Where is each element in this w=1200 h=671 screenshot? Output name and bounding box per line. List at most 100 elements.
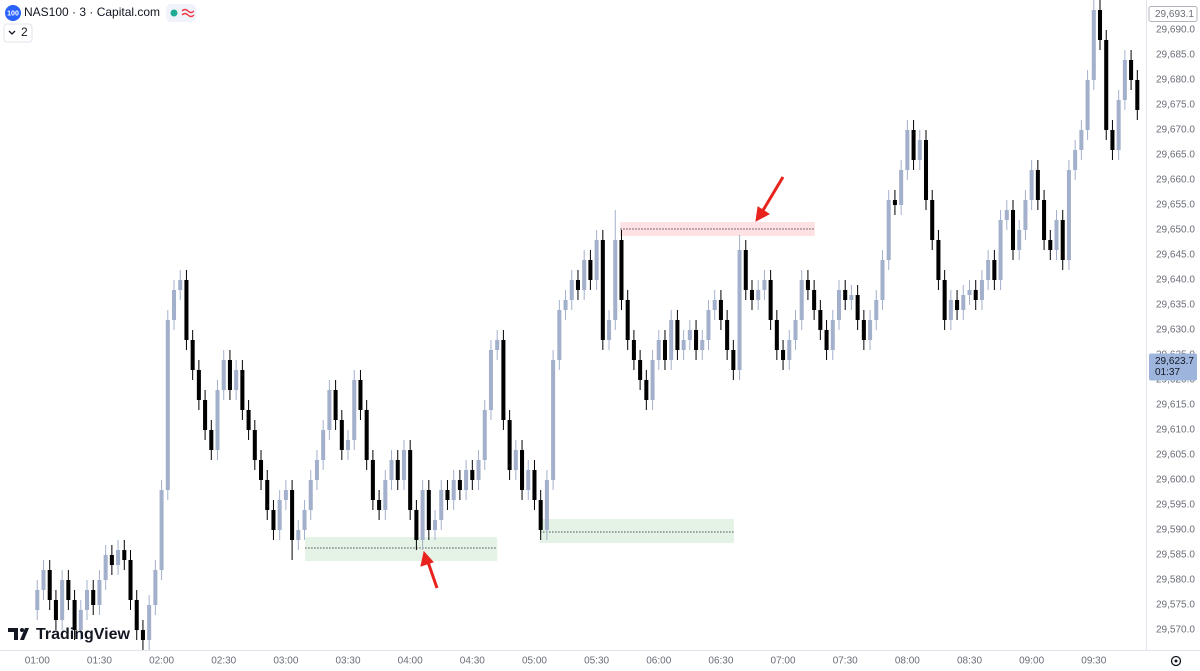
candle-body — [426, 490, 431, 530]
candle-body — [401, 450, 406, 480]
candle-body — [283, 490, 288, 500]
candle-body — [743, 250, 748, 290]
candle-body — [35, 590, 40, 610]
candle-body — [513, 450, 518, 470]
candle-body — [501, 340, 506, 420]
candle-body — [861, 320, 866, 340]
candle-body — [308, 480, 313, 510]
candle-body — [78, 610, 83, 630]
plot-area — [35, 0, 1140, 650]
candle-body — [296, 530, 301, 540]
candle-body — [314, 460, 319, 480]
candle-body — [768, 280, 773, 320]
indicators-toggle[interactable] — [3, 23, 33, 43]
candle-body — [1085, 80, 1090, 130]
candle-body — [84, 590, 90, 610]
candle-body — [165, 320, 170, 490]
candle-body — [712, 300, 717, 310]
y-tick-label: 29,685.0 — [1156, 50, 1195, 61]
candle-body — [1042, 200, 1047, 240]
y-tick-label: 29,670.0 — [1156, 125, 1195, 136]
y-tick-label: 29,615.0 — [1156, 400, 1195, 411]
candle-body — [787, 340, 792, 360]
candle-body — [482, 410, 487, 460]
x-tick-label: 06:00 — [646, 656, 671, 667]
candle-body — [209, 430, 214, 450]
candle-body — [836, 290, 842, 320]
symbol-logo — [5, 5, 21, 21]
candle-body — [638, 360, 643, 380]
candle-body — [495, 340, 500, 350]
candle-body — [408, 450, 413, 510]
candle-body — [923, 140, 929, 200]
x-tick-label: 06:30 — [708, 656, 733, 667]
chevron-icon — [8, 30, 16, 35]
candle-body — [973, 290, 978, 300]
candle-body — [532, 470, 537, 500]
candle-body — [1023, 200, 1028, 230]
countdown-label: 01:37 — [1155, 367, 1180, 378]
candle-body — [97, 580, 102, 605]
candle-body — [1122, 60, 1127, 100]
candle-body — [352, 380, 357, 440]
y-tick-label: 29,680.0 — [1156, 75, 1195, 86]
candle-body — [756, 290, 761, 300]
candle-body — [849, 295, 854, 300]
candle-body — [1097, 10, 1103, 40]
candle-body — [526, 470, 531, 490]
x-tick-label: 04:00 — [398, 656, 423, 667]
candle-body — [302, 510, 307, 530]
candle-body — [470, 470, 475, 480]
candle-body — [109, 555, 114, 565]
symbol-title[interactable]: NAS100 · 3 · Capital.com — [24, 5, 160, 19]
candle-body — [1079, 130, 1084, 150]
candle-body — [221, 360, 226, 390]
candle-body — [66, 580, 71, 600]
candle-body — [812, 290, 817, 310]
branding[interactable]: TradingView — [36, 626, 131, 643]
candle-body — [625, 300, 630, 340]
arrow — [755, 176, 785, 222]
candle-body — [457, 480, 462, 490]
candle-body — [91, 590, 96, 605]
candle-body — [134, 600, 139, 630]
candle-body — [656, 340, 661, 360]
candle-body — [234, 370, 239, 390]
candle-body — [880, 260, 885, 300]
candle-body — [967, 290, 972, 295]
x-tick-label: 04:30 — [460, 656, 485, 667]
tv-logo-icon — [8, 628, 29, 640]
tv-logo-dot — [20, 628, 24, 632]
candle-body — [725, 320, 730, 350]
settings-icon[interactable] — [1170, 655, 1182, 667]
candle-body — [1048, 240, 1053, 250]
candle-body — [60, 580, 65, 620]
candle-body — [246, 410, 251, 430]
y-tick-label: 29,635.0 — [1156, 300, 1195, 311]
candle-body — [718, 300, 723, 320]
candle-body — [159, 490, 164, 570]
y-tick-label: 29,690.0 — [1156, 25, 1195, 36]
status-pill[interactable] — [166, 4, 196, 22]
candle-body — [1116, 100, 1121, 150]
candle-body — [147, 605, 152, 640]
candle-body — [700, 340, 705, 350]
candle-body — [433, 520, 438, 530]
header-bg — [0, 0, 330, 44]
candle-body — [948, 300, 953, 320]
candle-body — [41, 570, 46, 590]
y-tick-label: 29,585.0 — [1156, 550, 1195, 561]
candle-body — [613, 240, 618, 320]
x-tick-label: 03:30 — [336, 656, 361, 667]
candle-body — [1110, 130, 1115, 150]
candle-body — [184, 280, 189, 340]
candle-body — [364, 410, 369, 460]
candle-body — [551, 360, 556, 480]
candle-body — [271, 510, 276, 530]
candle-body — [1004, 210, 1009, 220]
candle-body — [930, 200, 935, 240]
y-tick-label: 29,655.0 — [1156, 200, 1195, 211]
candle-body — [1129, 60, 1134, 80]
candle-body — [955, 300, 960, 310]
